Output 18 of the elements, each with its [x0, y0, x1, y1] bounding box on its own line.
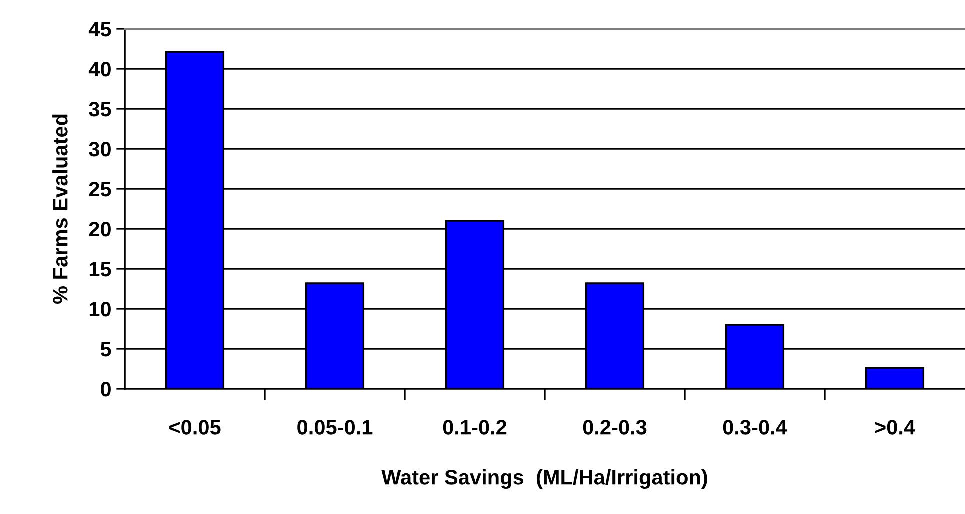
y-tick-label: 30 — [89, 142, 111, 157]
x-axis-title: Water Savings (ML/Ha/Irrigation) — [382, 470, 708, 490]
y-tick-label: 45 — [88, 22, 112, 37]
y-tick-label: 15 — [90, 262, 112, 277]
x-tick-label: 0.1-0.2 — [443, 420, 507, 435]
y-tick-label: 35 — [89, 102, 112, 117]
x-tick-label: 0.2-0.3 — [583, 420, 647, 435]
y-tick-label: 5 — [100, 342, 112, 357]
y-tick-label: 20 — [89, 222, 111, 237]
x-tick-label: 0.3-0.4 — [723, 420, 788, 435]
x-tick-label: <0.05 — [170, 420, 221, 435]
y-tick-label: 0 — [101, 382, 111, 397]
y-tick-label: 40 — [88, 62, 111, 77]
x-tick-label: >0.4 — [875, 420, 916, 435]
x-tick-label: 0.05-0.1 — [298, 420, 373, 435]
y-tick-label: 10 — [90, 302, 111, 317]
y-tick-label: 25 — [89, 182, 112, 197]
y-axis-title: % Farms Evaluated — [52, 114, 68, 304]
